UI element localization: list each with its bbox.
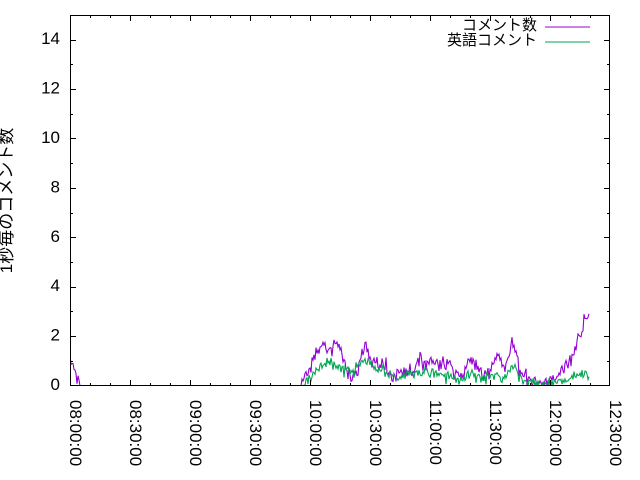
svg-text:6: 6 xyxy=(51,227,60,246)
svg-text:09:00:00: 09:00:00 xyxy=(186,400,205,466)
svg-text:08:30:00: 08:30:00 xyxy=(126,400,145,466)
svg-text:1秒毎のコメント数: 1秒毎のコメント数 xyxy=(0,128,16,273)
svg-text:12:30:00: 12:30:00 xyxy=(606,400,625,466)
svg-text:10:30:00: 10:30:00 xyxy=(366,400,385,466)
svg-text:10: 10 xyxy=(41,128,60,147)
svg-text:4: 4 xyxy=(51,276,60,295)
svg-text:0: 0 xyxy=(51,375,60,394)
svg-text:英語コメント: 英語コメント xyxy=(447,31,537,49)
svg-text:12:00:00: 12:00:00 xyxy=(546,400,565,466)
svg-text:10:00:00: 10:00:00 xyxy=(306,400,325,466)
svg-text:11:30:00: 11:30:00 xyxy=(486,400,505,465)
svg-text:09:30:00: 09:30:00 xyxy=(246,400,265,466)
svg-text:12: 12 xyxy=(41,79,60,98)
svg-text:11:00:00: 11:00:00 xyxy=(426,400,445,465)
svg-text:14: 14 xyxy=(41,29,60,48)
svg-text:2: 2 xyxy=(51,326,60,345)
svg-text:8: 8 xyxy=(51,177,60,196)
svg-text:08:00:00: 08:00:00 xyxy=(66,400,85,466)
